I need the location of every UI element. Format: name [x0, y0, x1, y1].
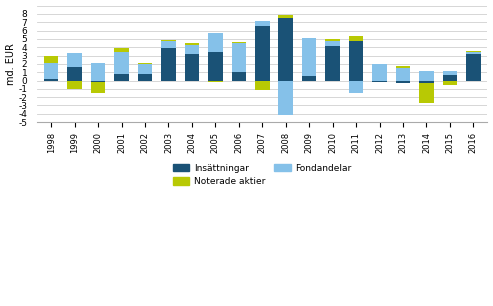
Bar: [44, 56, 58, 63]
Bar: [208, 80, 223, 82]
Bar: [68, 53, 82, 67]
Bar: [443, 71, 457, 75]
Bar: [44, 63, 58, 79]
Bar: [349, 80, 363, 93]
Bar: [138, 64, 152, 74]
Bar: [44, 79, 58, 80]
Bar: [443, 80, 457, 85]
Bar: [114, 74, 129, 80]
Y-axis label: md. EUR: md. EUR: [5, 43, 16, 85]
Bar: [396, 66, 410, 68]
Bar: [372, 64, 387, 80]
Bar: [91, 80, 106, 82]
Bar: [349, 41, 363, 80]
Bar: [68, 80, 82, 89]
Bar: [91, 63, 106, 80]
Bar: [184, 45, 199, 54]
Bar: [68, 67, 82, 80]
Bar: [184, 43, 199, 45]
Bar: [419, 80, 434, 83]
Bar: [466, 54, 481, 80]
Bar: [443, 75, 457, 80]
Bar: [302, 39, 317, 76]
Bar: [255, 21, 270, 25]
Bar: [114, 52, 129, 74]
Bar: [419, 70, 434, 80]
Bar: [232, 42, 246, 43]
Bar: [279, 80, 293, 115]
Bar: [114, 48, 129, 52]
Bar: [466, 52, 481, 54]
Legend: Insättningar, Noterade aktier, Fondandelar: Insättningar, Noterade aktier, Fondandel…: [170, 160, 355, 190]
Bar: [302, 38, 317, 39]
Bar: [232, 43, 246, 72]
Bar: [91, 82, 106, 93]
Bar: [161, 48, 176, 80]
Bar: [208, 33, 223, 52]
Bar: [302, 76, 317, 80]
Bar: [255, 80, 270, 90]
Bar: [349, 36, 363, 41]
Bar: [208, 52, 223, 80]
Bar: [161, 41, 176, 48]
Bar: [232, 72, 246, 80]
Bar: [255, 25, 270, 80]
Bar: [184, 54, 199, 80]
Bar: [325, 39, 340, 41]
Bar: [279, 15, 293, 18]
Bar: [396, 68, 410, 80]
Bar: [325, 41, 340, 47]
Bar: [372, 80, 387, 82]
Bar: [466, 51, 481, 52]
Bar: [138, 63, 152, 64]
Bar: [138, 74, 152, 80]
Bar: [279, 18, 293, 80]
Bar: [161, 40, 176, 41]
Bar: [325, 47, 340, 80]
Bar: [419, 83, 434, 103]
Bar: [396, 80, 410, 83]
